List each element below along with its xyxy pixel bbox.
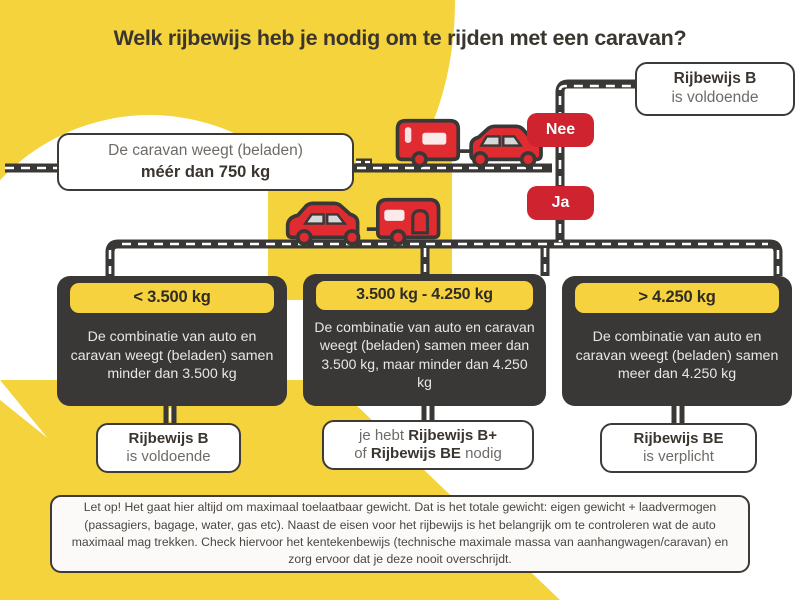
weight-card-2-pill: 3.500 kg - 4.250 kg: [316, 281, 533, 310]
result-1-line-2: is voldoende: [126, 448, 211, 465]
page-title: Welk rijbewijs heb je nodig om te rijden…: [113, 26, 687, 50]
branch-label-nee: Nee: [527, 113, 594, 147]
branch-label-ja: Ja: [527, 186, 594, 220]
answer-no-line-2: is voldoende: [671, 89, 759, 106]
result-2-line-1-strong: Rijbewijs B+: [408, 426, 497, 444]
result-3-line-2: is verplicht: [643, 448, 714, 465]
weight-card-3500-4250: 3.500 kg - 4.250 kg De combinatie van au…: [303, 274, 546, 406]
weight-card-over-4250: > 4.250 kg De combinatie van auto en car…: [562, 276, 792, 406]
weight-card-3-pill: > 4.250 kg: [575, 283, 779, 313]
answer-no-line-1: Rijbewijs B: [673, 70, 757, 88]
result-1-line-1: Rijbewijs B: [128, 429, 209, 447]
result-2-line-1: je hebt Rijbewijs B+: [359, 427, 497, 445]
result-2-line-2: of Rijbewijs BE nodig: [354, 445, 502, 463]
result-2-line-2-tail: nodig: [460, 445, 502, 462]
result-box-rijbewijs-be: Rijbewijs BE is verplicht: [600, 423, 757, 473]
answer-box-no-branch: Rijbewijs B is voldoende: [635, 62, 795, 116]
result-2-line-1-prefix: je hebt: [359, 426, 409, 444]
weight-card-1-body: De combinatie van auto en caravan weegt …: [70, 329, 274, 383]
weight-card-under-3500: < 3.500 kg De combinatie van auto en car…: [57, 276, 287, 406]
question-line-2: méér dan 750 kg: [140, 162, 271, 181]
result-2-line-2-strong: Rijbewijs BE: [370, 445, 461, 462]
result-3-line-1: Rijbewijs BE: [633, 429, 724, 447]
result-box-rijbewijs-b-plus-or-be: je hebt Rijbewijs B+ of Rijbewijs BE nod…: [322, 420, 534, 470]
result-2-line-2-prefix: of: [354, 445, 371, 462]
result-box-rijbewijs-b: Rijbewijs B is voldoende: [96, 423, 241, 473]
illustration-car-towing-caravan-right: [285, 197, 441, 246]
weight-card-1-pill: < 3.500 kg: [70, 283, 274, 313]
illustration-car-towing-caravan-left: [395, 118, 543, 168]
weight-card-3-body: De combinatie van auto en caravan weegt …: [575, 329, 779, 383]
question-line-1: De caravan weegt (beladen): [108, 141, 303, 159]
footer-note: Let op! Het gaat hier altijd om maximaal…: [50, 495, 750, 573]
question-box-caravan-weight: De caravan weegt (beladen) méér dan 750 …: [57, 133, 354, 191]
weight-card-2-body: De combinatie van auto en caravan weegt …: [314, 319, 535, 390]
